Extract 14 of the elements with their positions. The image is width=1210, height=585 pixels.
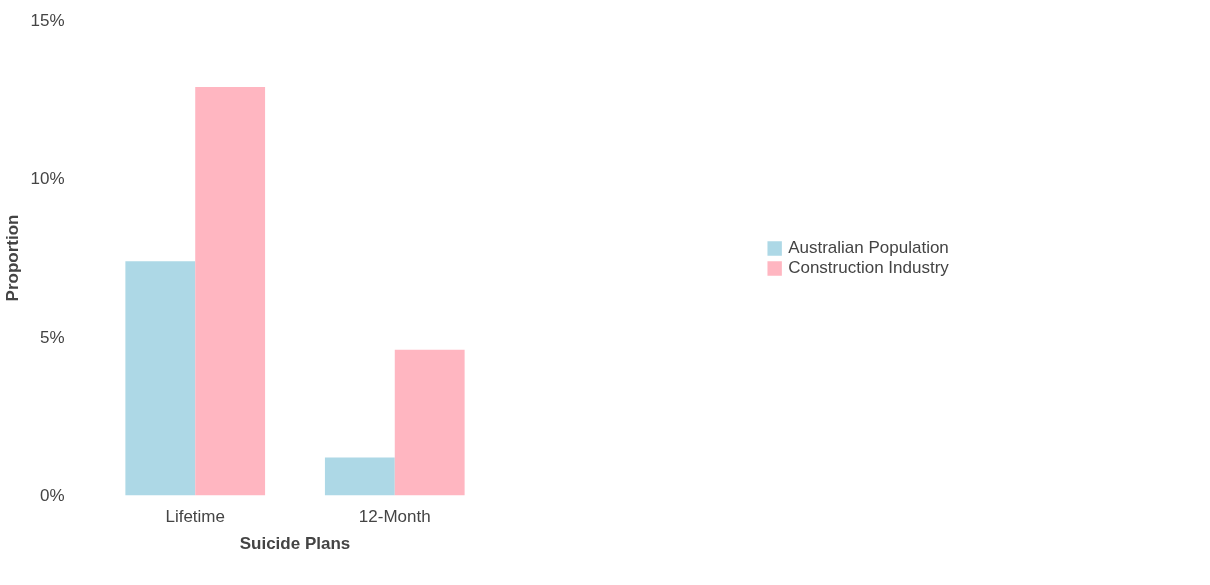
legend-label: Construction Industry — [788, 257, 949, 278]
bar — [195, 87, 266, 496]
y-axis-title: Proportion — [3, 214, 23, 302]
bar — [324, 457, 395, 496]
y-tick-label: 0% — [39, 486, 65, 505]
y-tick-label: 10% — [30, 169, 65, 189]
bar — [394, 349, 465, 496]
legend-label: Australian Population — [788, 237, 949, 258]
y-tick-label: 5% — [39, 327, 65, 347]
x-axis-title: Suicide Plans — [239, 533, 351, 553]
y-tick-label: 15% — [30, 11, 65, 30]
x-tick-label: Lifetime — [165, 506, 225, 526]
bar — [125, 261, 196, 496]
x-tick-label: 12-Month — [358, 506, 431, 526]
